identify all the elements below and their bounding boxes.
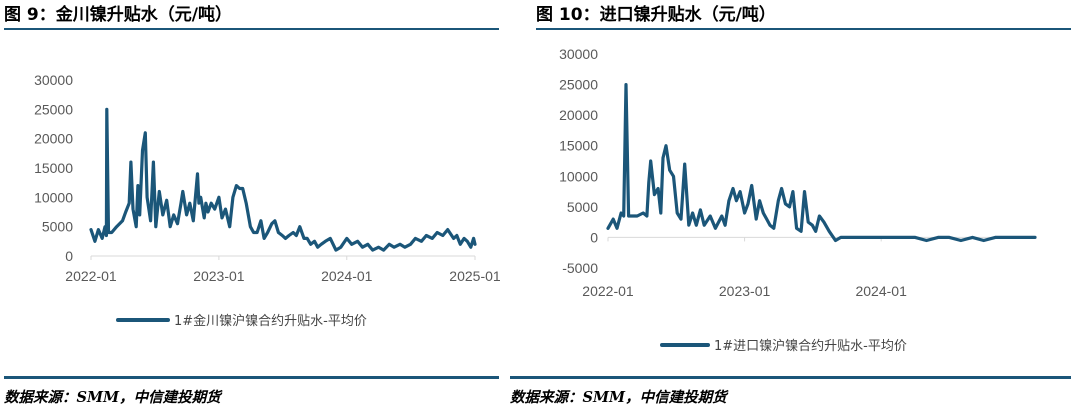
- y-tick-label: 15000: [34, 160, 73, 176]
- y-tick-label: 25000: [559, 77, 598, 93]
- x-tick-label: 2024-01: [855, 283, 907, 299]
- y-tick-label: 30000: [34, 72, 73, 88]
- y-tick-label: 0: [65, 248, 73, 264]
- y-tick-label: -5000: [562, 260, 598, 276]
- x-tick-label: 2025-01: [449, 268, 501, 284]
- x-tick-label: 2024-01: [321, 268, 373, 284]
- figure-10-title: 图 10：进口镍升贴水（元/吨）: [536, 5, 776, 25]
- y-tick-label: 0: [590, 229, 598, 245]
- figure-10-bottom-rule: [510, 376, 1071, 379]
- series-line: [89, 107, 477, 252]
- y-tick-label: 20000: [34, 131, 73, 147]
- y-tick-label: 5000: [567, 199, 598, 215]
- figure-9-top-rule: [4, 28, 499, 30]
- series-line: [606, 82, 1037, 243]
- y-tick-label: 20000: [559, 107, 598, 123]
- x-tick-label: 2022-01: [65, 268, 117, 284]
- y-tick-label: 15000: [559, 138, 598, 154]
- legend-label: 1#金川镍沪镍合约升贴水-平均价: [174, 313, 367, 329]
- x-tick-label: 2023-01: [193, 268, 245, 284]
- y-tick-label: 10000: [559, 168, 598, 184]
- chart-jinchuan-premium: 0 5000 10000 15000 20000 25000 30000 2022-01 202…: [34, 72, 501, 329]
- figure-9-title: 图 9：金川镍升贴水（元/吨）: [4, 5, 232, 25]
- figure-9-source: 数据来源：SMM，中信建投期货: [4, 389, 221, 406]
- y-tick-label: 10000: [34, 189, 73, 205]
- figure-9-bottom-rule: [4, 376, 499, 379]
- y-tick-label: 5000: [42, 219, 73, 235]
- y-tick-label: 30000: [559, 46, 598, 62]
- figure-10-top-rule: [536, 28, 1071, 30]
- y-tick-label: 25000: [34, 101, 73, 117]
- x-tick-label: 2022-01: [582, 283, 634, 299]
- legend-label: 1#进口镍沪镍合约升贴水-平均价: [714, 338, 907, 354]
- figure-10-source: 数据来源：SMM，中信建投期货: [510, 389, 727, 406]
- chart-imported-premium: -5000 0 5000 10000 15000 20000 25000 30000 2022-…: [559, 46, 1037, 354]
- x-tick-label: 2023-01: [719, 283, 771, 299]
